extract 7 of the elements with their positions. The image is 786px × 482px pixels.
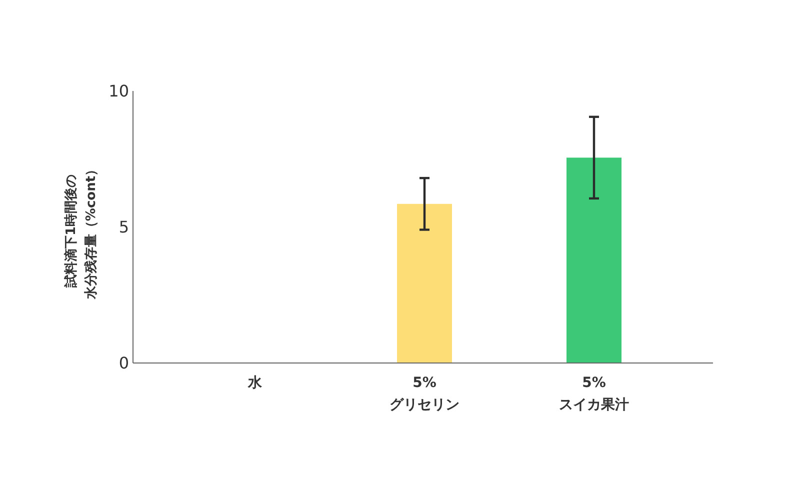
y-tick-label: 5 [118,218,129,236]
y-tick-label: 10 [108,82,129,100]
x-tick-label: 5% グリセリン [390,375,460,413]
x-tick-label: 5% スイカ果汁 [559,375,629,413]
x-tick-label: 水 [247,375,263,391]
y-axis-title: 試料滴下1時間後の水分残存量（%cont） [63,162,99,300]
y-tick-label: 0 [118,354,129,372]
